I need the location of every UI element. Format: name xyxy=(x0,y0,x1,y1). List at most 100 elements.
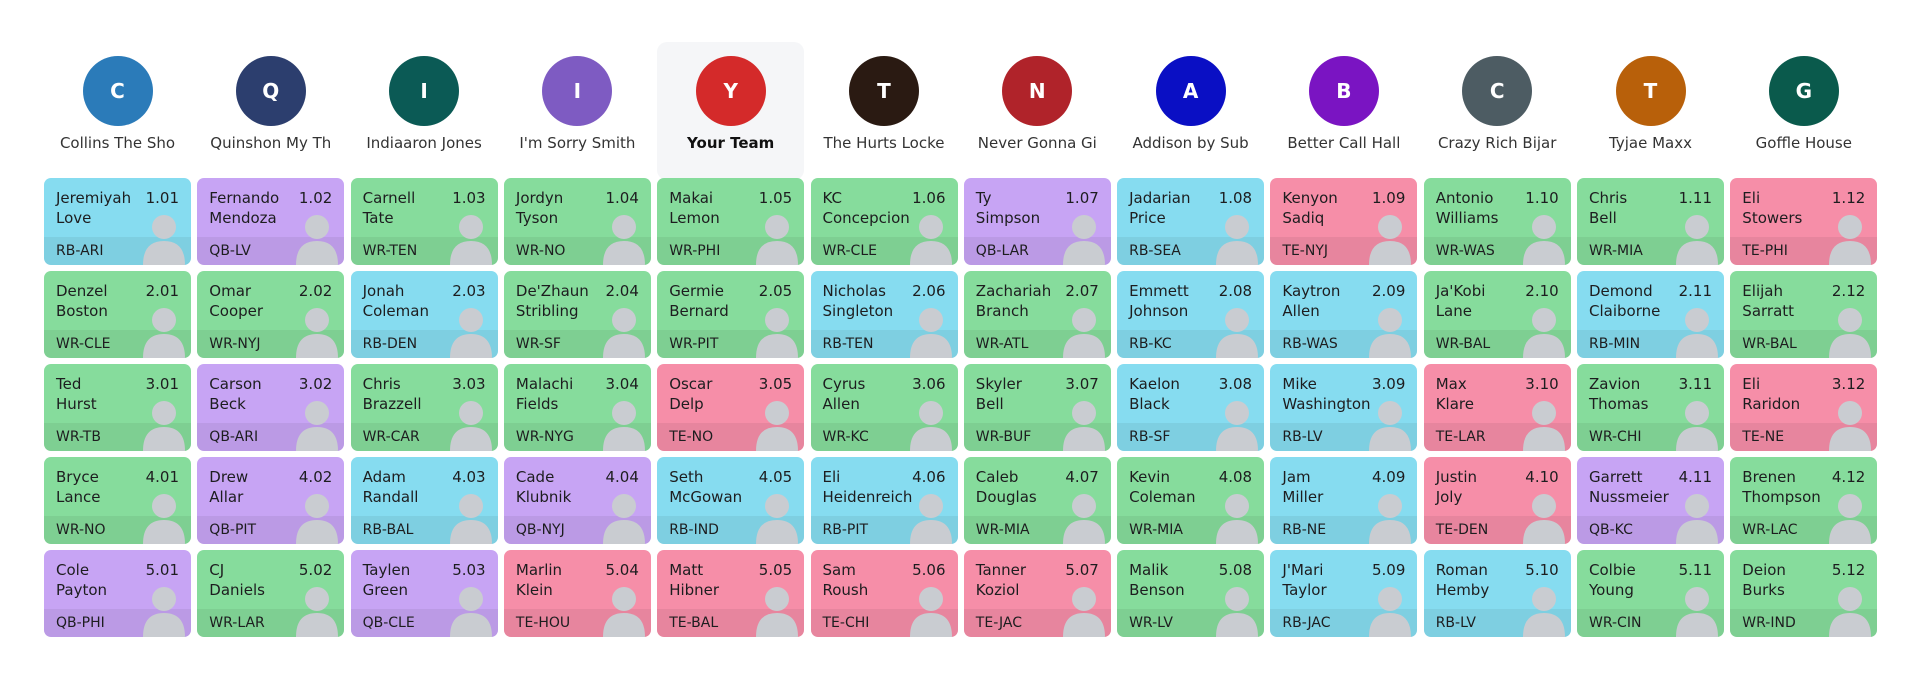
player-photo xyxy=(909,587,952,637)
position-team: RB-MIN xyxy=(1589,336,1641,352)
player-name: Jeremiyah Love xyxy=(56,188,131,228)
pick-number: 5.02 xyxy=(298,561,333,579)
player-card: Cole Payton 5.01 QB-PHI xyxy=(44,550,191,637)
position-team: WR-NO xyxy=(56,522,106,538)
player-photo xyxy=(1369,401,1412,451)
player-name: Zachariah Branch xyxy=(976,281,1051,321)
player-photo xyxy=(449,401,492,451)
player-card: Makai Lemon 1.05 WR-PHI xyxy=(657,178,805,265)
position-team: WR-CIN xyxy=(1589,615,1642,631)
player-name: J'Mari Taylor xyxy=(1282,560,1326,600)
first-name: Germie xyxy=(669,282,724,300)
last-name: Burks xyxy=(1742,581,1785,599)
position-team: RB-LV xyxy=(1435,615,1476,631)
player-card: Mike Washington 3.09 RB-LV xyxy=(1270,364,1418,451)
player-name: Cade Klubnik xyxy=(516,467,571,507)
position-team: WR-CLE xyxy=(822,243,877,259)
position-team: WR-BAL xyxy=(1435,336,1491,352)
player-photo xyxy=(1522,401,1565,451)
pick-number: 4.11 xyxy=(1678,468,1712,486)
last-name: Payton xyxy=(56,581,108,599)
player-name: Jam Miller xyxy=(1282,467,1323,507)
pick-number: 4.06 xyxy=(912,468,946,486)
position-team: WR-ATL xyxy=(975,336,1029,352)
player-card: J'Mari Taylor 5.09 RB-JAC xyxy=(1270,550,1418,637)
player-photo xyxy=(1062,587,1105,637)
position-team: RB-NE xyxy=(1282,522,1327,538)
first-name: J'Mari xyxy=(1282,561,1324,579)
player-name: Sam Roush xyxy=(823,560,869,600)
player-name: Jordyn Tyson xyxy=(516,188,563,228)
player-card: Chris Bell 1.11 WR-MIA xyxy=(1577,178,1724,265)
team-name: Crazy Rich Bijar xyxy=(1437,134,1557,152)
pick-number: 4.07 xyxy=(1065,468,1099,486)
first-name: Cole xyxy=(56,561,90,579)
pick-number: 2.06 xyxy=(912,282,946,300)
pick-number: 5.06 xyxy=(912,561,946,579)
last-name: Allen xyxy=(1282,302,1320,320)
pick-number: 2.08 xyxy=(1218,282,1253,300)
position-team: QB-NYJ xyxy=(515,522,565,538)
first-name: Zavion xyxy=(1589,375,1641,393)
first-name: Cade xyxy=(515,468,555,486)
player-card: Tanner Koziol 5.07 TE-JAC xyxy=(963,550,1111,637)
player-card: Germie Bernard 2.05 WR-PIT xyxy=(657,271,805,358)
pick-number: 5.05 xyxy=(758,561,793,579)
first-name: Demond xyxy=(1589,282,1653,300)
pick-number: 4.03 xyxy=(452,468,486,486)
position-team: TE-CHI xyxy=(822,615,870,631)
last-name: Koziol xyxy=(975,581,1020,599)
player-name: Makai Lemon xyxy=(669,188,720,228)
first-name: Caleb xyxy=(975,468,1019,486)
player-photo xyxy=(1522,494,1565,544)
pick-number: 5.07 xyxy=(1065,561,1099,579)
pick-number: 3.09 xyxy=(1371,375,1406,393)
position-team: WR-MIA xyxy=(1129,522,1183,538)
last-name: Hibner xyxy=(669,581,720,599)
player-name: Eli Heidenreich xyxy=(823,467,913,507)
player-photo xyxy=(296,587,339,637)
position-team: QB-CLE xyxy=(362,615,415,631)
player-name: Kevin Coleman xyxy=(1129,467,1195,507)
first-name: Kevin xyxy=(1129,468,1170,486)
player-name: Jadarian Price xyxy=(1129,188,1190,228)
player-name: Antonio Williams xyxy=(1436,188,1499,228)
player-card: Max Klare 3.10 TE-LAR xyxy=(1423,364,1571,451)
player-name: Carson Beck xyxy=(209,374,261,414)
first-name: CJ xyxy=(209,561,225,579)
team-name: Quinshon My Th xyxy=(210,134,332,152)
player-photo xyxy=(1369,215,1412,265)
position-team: TE-NE xyxy=(1742,429,1785,445)
player-card: Brenen Thompson 4.12 WR-LAC xyxy=(1730,457,1878,544)
first-name: Elijah xyxy=(1742,282,1783,300)
player-photo xyxy=(756,401,799,451)
pick-number: 1.11 xyxy=(1678,189,1712,207)
last-name: Klein xyxy=(515,581,553,599)
pick-number: 2.07 xyxy=(1065,282,1099,300)
last-name: Benson xyxy=(1129,581,1185,599)
player-name: Bryce Lance xyxy=(56,467,101,507)
player-card: Bryce Lance 4.01 WR-NO xyxy=(44,457,191,544)
player-photo xyxy=(1829,587,1872,637)
last-name: Bernard xyxy=(669,302,729,320)
pick-number: 4.05 xyxy=(758,468,793,486)
last-name: Bell xyxy=(1589,209,1617,227)
position-team: RB-DEN xyxy=(362,336,418,352)
player-photo xyxy=(296,215,339,265)
position-team: WR-NYG xyxy=(515,429,574,445)
position-team: QB-PHI xyxy=(56,615,105,631)
first-name: Malik xyxy=(1129,561,1169,579)
player-name: Eli Raridon xyxy=(1742,374,1800,414)
first-name: Eli xyxy=(1742,375,1761,393)
player-photo xyxy=(296,308,339,358)
player-name: Cyrus Allen xyxy=(823,374,866,414)
player-photo xyxy=(449,587,492,637)
pick-number: 3.12 xyxy=(1831,375,1866,393)
first-name: Chris xyxy=(362,375,401,393)
last-name: Nussmeier xyxy=(1589,488,1669,506)
first-name: Colbie xyxy=(1589,561,1636,579)
player-card: Jeremiyah Love 1.01 RB-ARI xyxy=(44,178,191,265)
player-card: Kaytron Allen 2.09 RB-WAS xyxy=(1270,271,1418,358)
first-name: Jeremiyah xyxy=(56,189,132,207)
team-name: Indiaaron Jones xyxy=(366,134,482,152)
